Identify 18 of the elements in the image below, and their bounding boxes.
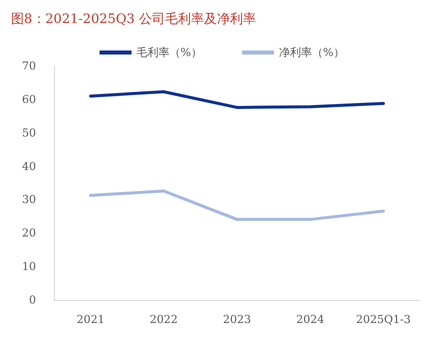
x-tick-label: 2025Q1-3 bbox=[356, 313, 411, 326]
y-tick-label: 60 bbox=[22, 92, 36, 106]
legend-label: 毛利率（%） bbox=[136, 46, 202, 59]
legend-label: 净利率（%） bbox=[279, 46, 344, 59]
y-tick-label: 20 bbox=[22, 226, 36, 240]
y-tick-label: 10 bbox=[22, 260, 36, 274]
y-tick-label: 50 bbox=[22, 126, 36, 140]
line-series bbox=[89, 90, 385, 109]
chart-title: 图8：2021-2025Q3 公司毛利率及净利率 bbox=[11, 11, 256, 27]
line-series bbox=[89, 190, 385, 221]
x-tick-label: 2022 bbox=[150, 313, 178, 326]
y-tick-label: 40 bbox=[22, 160, 36, 173]
y-tick-label: 0 bbox=[29, 294, 36, 306]
x-tick-label: 2024 bbox=[296, 313, 324, 326]
y-tick-label: 70 bbox=[22, 60, 36, 72]
x-tick-label: 2023 bbox=[223, 313, 251, 326]
x-tick-label: 2021 bbox=[76, 313, 105, 326]
y-tick-label: 30 bbox=[22, 193, 36, 206]
